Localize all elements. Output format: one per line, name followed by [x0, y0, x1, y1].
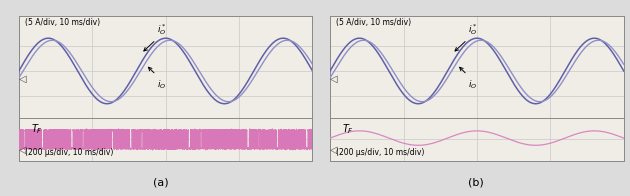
Text: $i_O^*$: $i_O^*$ — [157, 22, 166, 37]
Text: (5 A/div, 10 ms/div): (5 A/div, 10 ms/div) — [336, 18, 411, 27]
Text: $i_O$: $i_O$ — [468, 78, 478, 91]
Text: ◁: ◁ — [19, 74, 26, 84]
Text: (5 A/div, 10 ms/div): (5 A/div, 10 ms/div) — [25, 18, 100, 27]
Text: ◁: ◁ — [19, 145, 26, 155]
Text: (200 μs/div, 10 ms/div): (200 μs/div, 10 ms/div) — [336, 148, 425, 157]
Text: ◁: ◁ — [330, 74, 338, 84]
Text: $i_O$: $i_O$ — [157, 78, 166, 91]
Text: $T_F$: $T_F$ — [31, 122, 43, 136]
Text: (b): (b) — [467, 177, 484, 187]
Text: ◁: ◁ — [330, 145, 338, 155]
Text: $i_O^*$: $i_O^*$ — [468, 22, 478, 37]
Text: $T_F$: $T_F$ — [342, 122, 354, 136]
Text: (a): (a) — [153, 177, 168, 187]
Text: (200 μs/div, 10 ms/div): (200 μs/div, 10 ms/div) — [25, 148, 113, 157]
